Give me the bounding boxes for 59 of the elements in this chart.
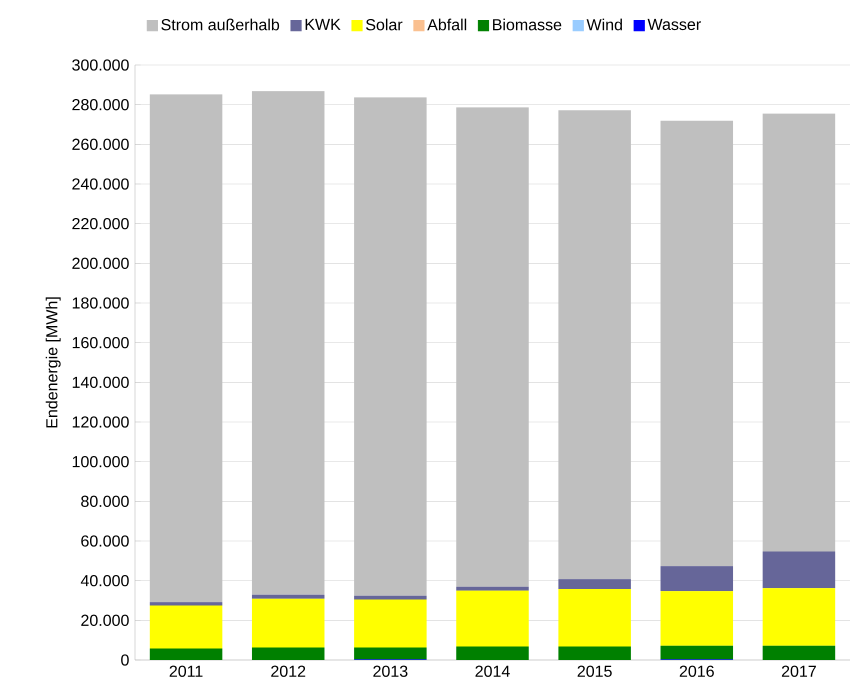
x-tick-label: 2017 [782, 666, 816, 677]
bar [354, 599, 427, 648]
bar [660, 646, 734, 660]
y-axis-title: Endenergie [MWh] [46, 297, 61, 428]
legend-label: Solar [366, 18, 402, 30]
legend-label: Abfall [427, 18, 466, 30]
x-tick-label: 2011 [170, 666, 202, 677]
bar [762, 588, 836, 646]
bar [252, 594, 324, 599]
bar [456, 586, 529, 591]
bar [456, 590, 529, 646]
x-tick-label: 2015 [578, 666, 612, 677]
y-tick-label: 40.000 [80, 574, 129, 586]
y-tick-label: 280.000 [72, 99, 129, 110]
y-tick-label: 220.000 [72, 218, 129, 230]
y-tick-label: 200.000 [72, 258, 129, 269]
bar [558, 646, 631, 660]
bar [660, 566, 734, 592]
y-tick-label: 120.000 [72, 416, 129, 428]
y-tick-label: 80.000 [81, 496, 129, 507]
x-tick-label: 2016 [680, 666, 714, 677]
bar [558, 579, 631, 589]
bar [762, 552, 836, 588]
bar [150, 605, 222, 648]
bar [762, 114, 836, 552]
y-tick-label: 140.000 [72, 376, 129, 388]
y-tick-label: 20.000 [81, 614, 129, 626]
bar [252, 647, 324, 660]
bar [558, 588, 631, 646]
bar [660, 120, 734, 566]
y-tick-label: 260.000 [72, 138, 129, 150]
y-tick-label: 100.000 [72, 456, 129, 468]
y-tick-label: 180.000 [72, 297, 129, 309]
bar [150, 648, 222, 660]
y-tick-label: 240.000 [72, 178, 129, 190]
legend-label: KWK [306, 18, 341, 30]
legend-label: Wind [586, 18, 622, 30]
y-tick-label: 160.000 [72, 337, 129, 348]
bar [150, 94, 222, 602]
bar [150, 602, 222, 606]
bar [252, 598, 324, 648]
bar [354, 97, 427, 596]
bar [660, 591, 734, 646]
bar [354, 596, 427, 600]
bar [252, 91, 324, 595]
bar [456, 107, 529, 587]
x-tick-label: 2014 [475, 666, 510, 677]
legend-label: Strom außerhalb [161, 18, 280, 30]
legend-label: Biomasse [493, 18, 562, 30]
x-tick-label: 2012 [271, 666, 306, 677]
bar [456, 646, 529, 660]
bar [558, 110, 631, 580]
x-tick-label: 2013 [373, 666, 408, 677]
legend-label: Wasser [648, 18, 701, 30]
y-tick-label: 60.000 [81, 535, 129, 547]
bar [762, 646, 836, 660]
y-tick-label: 0 [121, 654, 129, 666]
y-tick-label: 300.000 [72, 59, 129, 71]
bar [354, 647, 427, 660]
